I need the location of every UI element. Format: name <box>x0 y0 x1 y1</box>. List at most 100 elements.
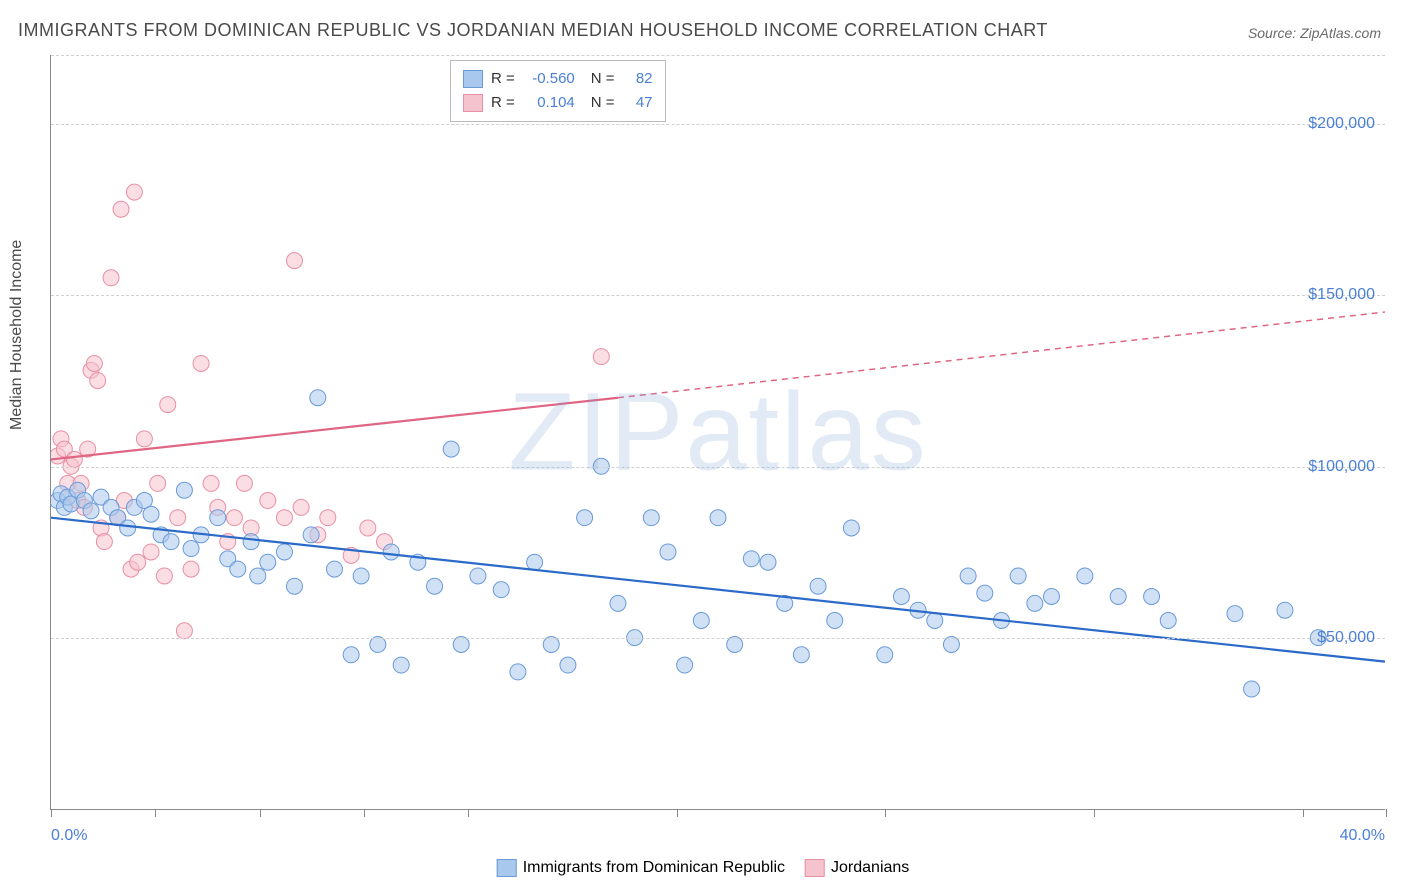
data-point <box>126 184 142 200</box>
data-point <box>260 493 276 509</box>
legend-swatch-pink <box>463 94 483 112</box>
trend-line <box>51 518 1385 662</box>
data-point <box>1110 589 1126 605</box>
trend-line <box>618 312 1385 398</box>
data-point <box>310 390 326 406</box>
data-point <box>927 613 943 629</box>
legend-r-label: R = <box>491 91 515 115</box>
data-point <box>743 551 759 567</box>
data-point <box>643 510 659 526</box>
legend-r-value-1: 0.104 <box>523 91 575 115</box>
data-point <box>113 201 129 217</box>
x-axis-max-label: 40.0% <box>1340 827 1385 845</box>
data-point <box>577 510 593 526</box>
x-tick <box>260 809 261 817</box>
y-axis-title: Median Household Income <box>8 240 26 430</box>
data-point <box>1044 589 1060 605</box>
data-point <box>293 499 309 515</box>
data-point <box>493 582 509 598</box>
data-point <box>760 554 776 570</box>
data-point <box>236 475 252 491</box>
x-tick <box>1303 809 1304 817</box>
gridline-h <box>51 295 1385 296</box>
gridline-h <box>51 467 1385 468</box>
data-point <box>243 534 259 550</box>
data-point <box>150 475 166 491</box>
x-tick <box>885 809 886 817</box>
data-point <box>1144 589 1160 605</box>
gridline-h <box>51 638 1385 639</box>
legend-series: Immigrants from Dominican Republic Jorda… <box>497 859 910 877</box>
data-point <box>343 647 359 663</box>
data-point <box>176 623 192 639</box>
legend-series-label-1: Jordanians <box>831 859 909 877</box>
data-point <box>286 253 302 269</box>
x-tick <box>1386 809 1387 817</box>
x-tick <box>1094 809 1095 817</box>
data-point <box>193 355 209 371</box>
data-point <box>230 561 246 577</box>
data-point <box>827 613 843 629</box>
data-point <box>1227 606 1243 622</box>
data-point <box>677 657 693 673</box>
data-point <box>260 554 276 570</box>
data-point <box>810 578 826 594</box>
gridline-h <box>51 124 1385 125</box>
legend-stats-row-1: R = 0.104 N = 47 <box>463 91 653 115</box>
y-tick-label: $100,000 <box>1308 458 1375 476</box>
data-point <box>203 475 219 491</box>
chart-title: IMMIGRANTS FROM DOMINICAN REPUBLIC VS JO… <box>18 20 1048 41</box>
data-point <box>96 534 112 550</box>
data-point <box>383 544 399 560</box>
legend-swatch-pink <box>805 859 825 877</box>
data-point <box>977 585 993 601</box>
data-point <box>103 270 119 286</box>
x-tick <box>364 809 365 817</box>
data-point <box>560 657 576 673</box>
legend-n-value-1: 47 <box>623 91 653 115</box>
y-tick-label: $150,000 <box>1308 286 1375 304</box>
data-point <box>510 664 526 680</box>
data-point <box>226 510 242 526</box>
data-point <box>1077 568 1093 584</box>
data-point <box>160 397 176 413</box>
data-point <box>250 568 266 584</box>
legend-n-value-0: 82 <box>623 67 653 91</box>
legend-n-label: N = <box>591 67 615 91</box>
data-point <box>1027 595 1043 611</box>
data-point <box>83 503 99 519</box>
data-point <box>183 561 199 577</box>
data-point <box>1010 568 1026 584</box>
data-point <box>527 554 543 570</box>
data-point <box>610 595 626 611</box>
data-point <box>1277 602 1293 618</box>
data-point <box>320 510 336 526</box>
data-point <box>286 578 302 594</box>
data-point <box>1160 613 1176 629</box>
data-point <box>136 431 152 447</box>
chart-svg <box>51 55 1385 809</box>
data-point <box>1244 681 1260 697</box>
data-point <box>303 527 319 543</box>
plot-area: ZIPatlas 0.0% 40.0% $50,000$100,000$150,… <box>50 55 1385 810</box>
x-tick <box>468 809 469 817</box>
data-point <box>326 561 342 577</box>
legend-r-value-0: -0.560 <box>523 67 575 91</box>
data-point <box>443 441 459 457</box>
data-point <box>710 510 726 526</box>
data-point <box>843 520 859 536</box>
legend-swatch-blue <box>497 859 517 877</box>
data-point <box>156 568 172 584</box>
data-point <box>593 349 609 365</box>
data-point <box>143 544 159 560</box>
data-point <box>360 520 376 536</box>
legend-series-item-0: Immigrants from Dominican Republic <box>497 859 785 877</box>
y-tick-label: $50,000 <box>1317 629 1375 647</box>
legend-swatch-blue <box>463 70 483 88</box>
trend-line <box>51 398 618 460</box>
data-point <box>176 482 192 498</box>
data-point <box>353 568 369 584</box>
legend-series-label-0: Immigrants from Dominican Republic <box>523 859 785 877</box>
data-point <box>210 510 226 526</box>
data-point <box>66 451 82 467</box>
